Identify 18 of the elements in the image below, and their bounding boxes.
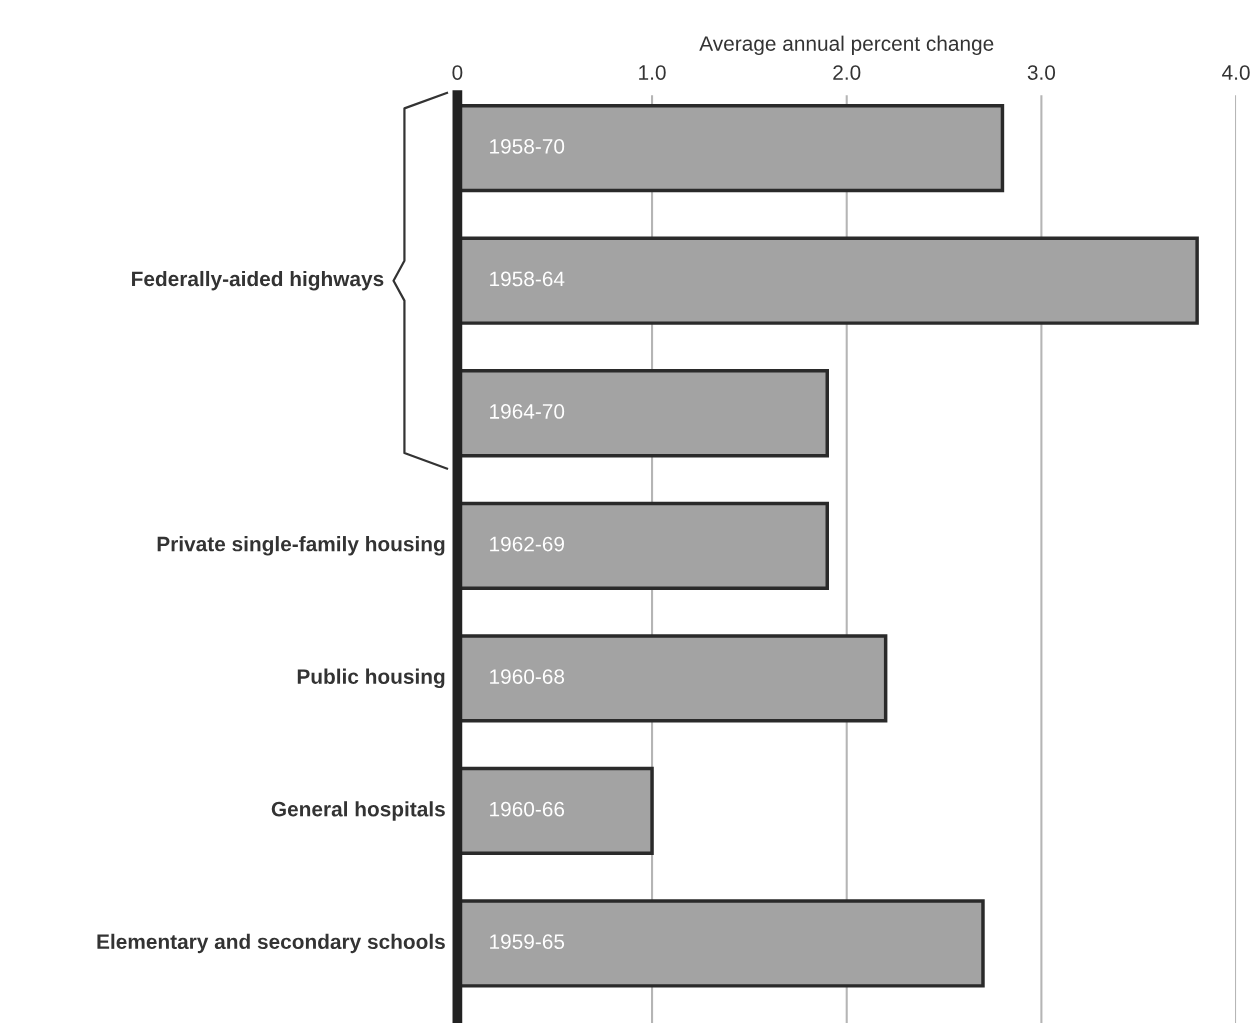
- data-label: 1959-65: [490, 934, 565, 950]
- x-tick-label: 1.0: [639, 65, 666, 80]
- data-label: 1960-66: [490, 801, 565, 817]
- data-label: 1960-68: [490, 669, 565, 684]
- data-label: 1958-70: [490, 139, 565, 154]
- data-label: 1964-70: [490, 404, 565, 419]
- y-tick-label: Elementary and secondary schools: [97, 933, 445, 954]
- data-label: 1958-64: [490, 271, 565, 287]
- x-tick-label: 0: [452, 65, 463, 80]
- data-label: 1962-69: [490, 536, 564, 552]
- y-tick-label: Public housing: [297, 668, 445, 689]
- y-tick-label: Private single-family housing: [157, 536, 445, 556]
- y-tick-label: General hospitals: [271, 801, 445, 821]
- text: Federally-aided highways: [132, 270, 384, 291]
- x-axis-title: Average annual percent change: [699, 35, 994, 56]
- x-tick-label: 4.0: [1222, 65, 1250, 80]
- x-tick-label: 2.0: [833, 65, 861, 80]
- x-tick-label: 3.0: [1027, 65, 1056, 80]
